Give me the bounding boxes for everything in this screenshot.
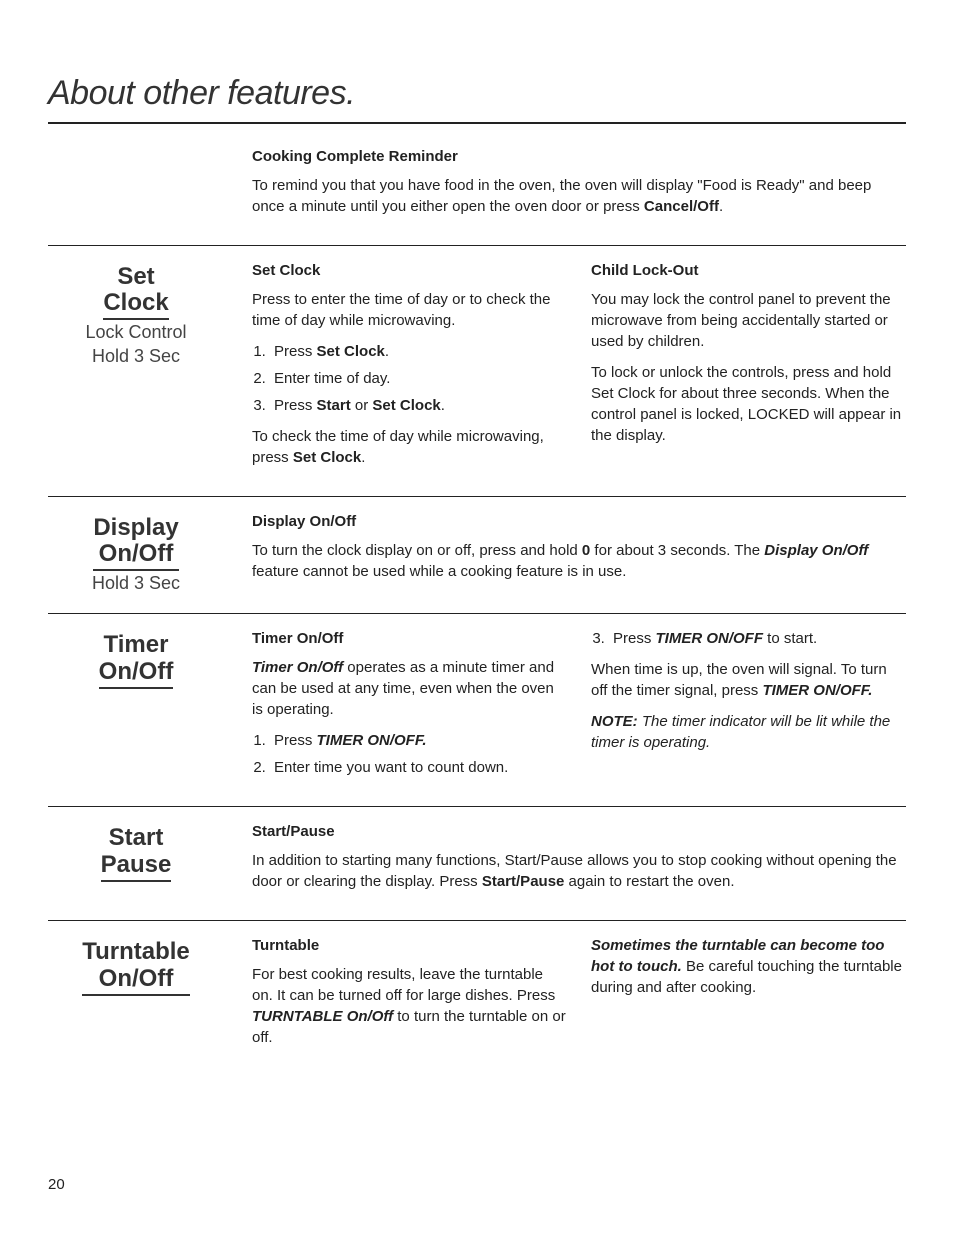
start-pause-button-label: StartPause bbox=[101, 825, 172, 882]
set-clock-right: Child Lock-Out You may lock the control … bbox=[591, 260, 906, 478]
section-timer-onoff: TimerOn/Off Timer On/Off Timer On/Off op… bbox=[48, 614, 906, 807]
section-start-pause: StartPause Start/Pause In addition to st… bbox=[48, 807, 906, 921]
section-turntable: TurntableOn/Off Turntable For best cooki… bbox=[48, 921, 906, 1076]
cooking-complete-text: To remind you that you have food in the … bbox=[252, 175, 906, 217]
set-clock-button-label: SetClock Lock Control Hold 3 Sec bbox=[85, 264, 186, 368]
turntable-left: Turntable For best cooking results, leav… bbox=[252, 935, 567, 1058]
section-display-onoff: DisplayOn/Off Hold 3 Sec Display On/Off … bbox=[48, 497, 906, 615]
display-onoff-body: Display On/Off To turn the clock display… bbox=[252, 511, 906, 596]
section-set-clock: SetClock Lock Control Hold 3 Sec Set Clo… bbox=[48, 246, 906, 497]
timer-right: Press TIMER ON/OFF to start. When time i… bbox=[591, 628, 906, 788]
page-title: About other features. bbox=[48, 70, 906, 124]
start-pause-body: Start/Pause In addition to starting many… bbox=[252, 821, 906, 902]
turntable-right: Sometimes the turntable can become too h… bbox=[591, 935, 906, 1058]
timer-left: Timer On/Off Timer On/Off operates as a … bbox=[252, 628, 567, 788]
page-number: 20 bbox=[48, 1174, 65, 1195]
section-cooking-complete: Cooking Complete Reminder To remind you … bbox=[48, 146, 906, 246]
turntable-button-label: TurntableOn/Off bbox=[82, 939, 190, 996]
set-clock-left: Set Clock Press to enter the time of day… bbox=[252, 260, 567, 478]
cooking-complete-heading: Cooking Complete Reminder bbox=[252, 146, 906, 167]
display-onoff-button-label: DisplayOn/Off Hold 3 Sec bbox=[92, 515, 180, 595]
timer-onoff-button-label: TimerOn/Off bbox=[99, 632, 174, 689]
